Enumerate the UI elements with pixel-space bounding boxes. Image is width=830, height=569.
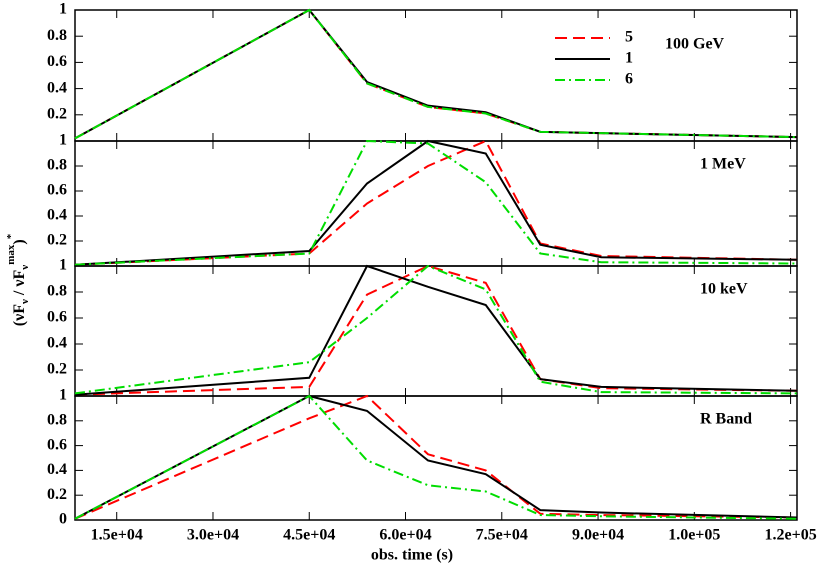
series-line [74, 394, 798, 520]
series-line [74, 394, 798, 520]
plot-frame [74, 9, 798, 142]
legend-label: 5 [625, 29, 633, 46]
y-tick-label: 0.4 [47, 207, 67, 224]
y-tick-label: 0.6 [47, 182, 67, 199]
y-axis-label-part: ) [11, 239, 28, 244]
x-tick-label: 1.5e+04 [91, 527, 143, 544]
x-axis-label: obs. time (s) [371, 547, 453, 564]
panel-label: 100 GeV [665, 36, 725, 53]
panel-label: 1 MeV [700, 156, 746, 173]
y-tick-label: 0.6 [47, 53, 67, 70]
y-tick-label: 0.6 [47, 309, 67, 326]
y-tick-label: 0.8 [47, 157, 67, 174]
x-tick-label: 7.5e+04 [476, 527, 528, 544]
y-tick-label: 0.2 [47, 361, 67, 378]
series-line [74, 139, 798, 266]
y-axis-label-part: * [5, 233, 17, 239]
plot-frame [74, 140, 798, 267]
y-tick-label: 0.8 [47, 27, 67, 44]
x-tick-label: 6.0e+04 [379, 527, 431, 544]
x-tick-label: 1.0e+05 [668, 527, 720, 544]
y-tick-label: 0.4 [47, 335, 67, 352]
y-axis-label-part: (νF [11, 304, 28, 326]
series-line [74, 264, 798, 396]
series-line [74, 8, 798, 140]
y-tick-label: 0.4 [47, 79, 67, 96]
y-tick-label: 0.8 [47, 283, 67, 300]
x-tick-label: 1.2e+05 [764, 527, 816, 544]
y-axis-label-part: max [5, 244, 17, 265]
panel-label: R Band [700, 411, 752, 428]
x-tick-label: 9.0e+04 [572, 527, 624, 544]
series-line [74, 8, 798, 140]
y-tick-label: 0.8 [47, 411, 67, 428]
series-line [74, 8, 798, 140]
series-line [74, 139, 798, 266]
x-tick-label: 3.0e+04 [187, 527, 239, 544]
y-tick-label: 0 [59, 511, 67, 528]
y-tick-label: 0.4 [47, 461, 67, 478]
y-axis-label: (νFν / νFνmax)* [5, 233, 31, 326]
y-axis-label-part: ν [19, 299, 31, 305]
y-axis-label-part: ν [19, 265, 31, 271]
y-tick-label: 0.2 [47, 232, 67, 249]
plot-frame [74, 395, 798, 521]
y-tick-label: 1 [59, 132, 67, 149]
panel-label: 10 keV [700, 281, 748, 298]
series-line [74, 264, 798, 395]
series-line [74, 264, 798, 396]
legend-label: 1 [625, 50, 633, 67]
y-tick-label: 1 [59, 1, 67, 18]
x-tick-label: 4.5e+04 [283, 527, 335, 544]
y-axis-label-part: / νF [11, 269, 28, 299]
y-tick-label: 0.6 [47, 436, 67, 453]
series-line [74, 394, 798, 520]
y-tick-label: 1 [59, 387, 67, 404]
plot-frame [74, 265, 798, 397]
y-tick-label: 1 [59, 257, 67, 274]
series-line [74, 139, 798, 266]
y-tick-label: 0.2 [47, 486, 67, 503]
legend-label: 6 [625, 71, 633, 88]
y-tick-label: 0.2 [47, 105, 67, 122]
